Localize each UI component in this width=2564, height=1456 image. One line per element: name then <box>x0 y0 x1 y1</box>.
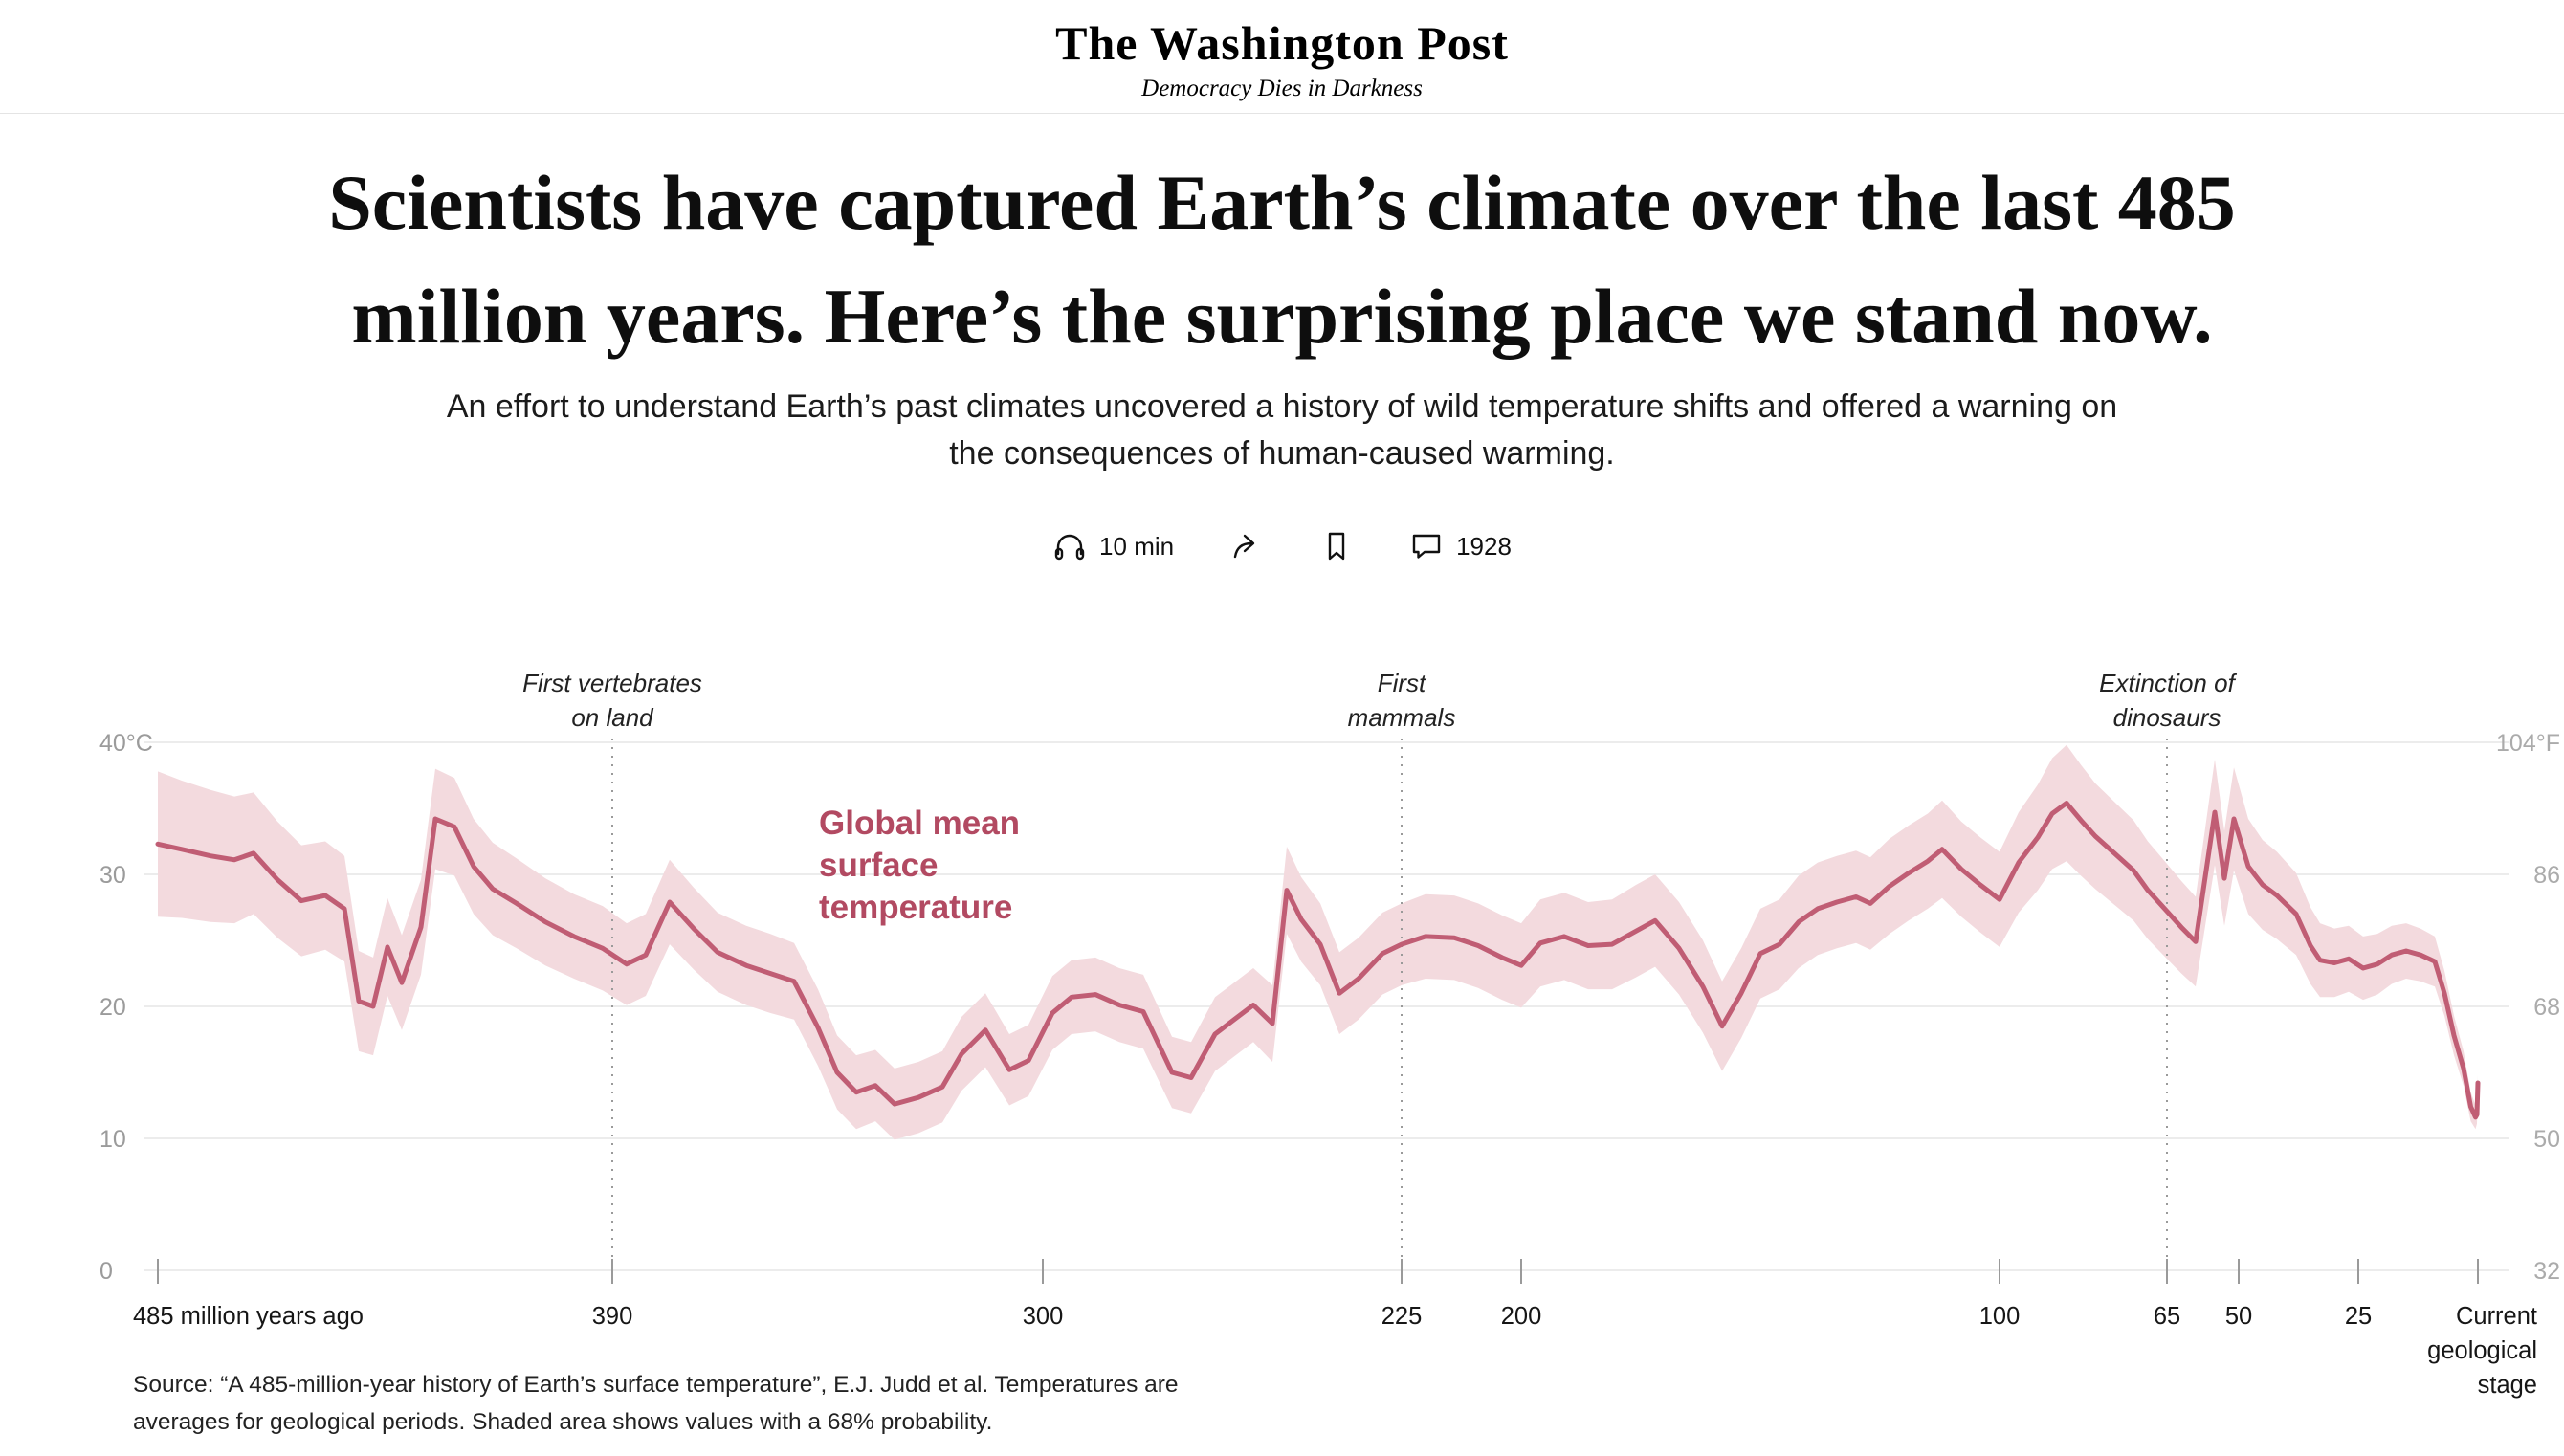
headline-line-1: Scientists have captured Earth’s climate… <box>328 159 2236 246</box>
washington-post-logo[interactable]: The Washington Post <box>1055 16 1509 70</box>
y-axis-label-left: 20 <box>99 994 126 1021</box>
y-axis-label-left: 10 <box>99 1126 126 1153</box>
x-axis-label: geological <box>2427 1337 2537 1364</box>
y-axis-label-right: 68 <box>2533 994 2560 1021</box>
source-note: Source: “A 485-million-year history of E… <box>133 1366 1179 1441</box>
x-axis-label: 25 <box>2345 1303 2372 1330</box>
listen-button[interactable]: 10 min <box>1052 529 1174 563</box>
listen-duration: 10 min <box>1099 531 1175 561</box>
annotation-label: Extinction of <box>2099 669 2237 697</box>
annotation-label: on land <box>571 703 654 732</box>
masthead: The Washington Post Democracy Dies in Da… <box>0 0 2564 114</box>
annotation-label: dinosaurs <box>2113 703 2221 732</box>
y-axis-label-right: 32 <box>2533 1258 2560 1285</box>
subhead-line-2: the consequences of human-caused warming… <box>949 435 1615 473</box>
x-axis-label: Current <box>2456 1303 2537 1330</box>
x-axis-label: 300 <box>1023 1303 1064 1330</box>
comments-count: 1928 <box>1456 531 1512 561</box>
article-meta-row: 10 min 1928 <box>0 529 2564 563</box>
series-label: Global mean <box>819 805 1020 842</box>
source-line-1: Source: “A 485-million-year history of E… <box>133 1372 1179 1398</box>
subhead: An effort to understand Earth’s past cli… <box>297 384 2267 478</box>
x-axis-label: 200 <box>1501 1303 1542 1330</box>
x-axis-label: 50 <box>2225 1303 2252 1330</box>
temperature-line <box>155 801 2481 1120</box>
x-axis-label: 100 <box>1979 1303 2021 1330</box>
headline: Scientists have captured Earth’s climate… <box>86 146 2478 374</box>
y-axis-label-left: 30 <box>99 862 126 889</box>
masthead-tagline: Democracy Dies in Darkness <box>1141 76 1423 101</box>
save-button[interactable] <box>1319 529 1354 563</box>
x-axis-label: 65 <box>2154 1303 2180 1330</box>
y-axis-label-right: 86 <box>2533 862 2560 889</box>
series-label: temperature <box>819 889 1012 926</box>
annotation-label: mammals <box>1348 703 1456 732</box>
x-axis-label: 485 million years ago <box>133 1303 364 1330</box>
x-axis-label: 225 <box>1381 1303 1423 1330</box>
x-axis-label: stage <box>2478 1372 2537 1399</box>
climate-chart-figure: 40°C 104°F 30 86 20 68 10 50 0 32 First vertebrate… <box>0 652 2564 1456</box>
subhead-line-1: An effort to understand Earth’s past cli… <box>446 387 2118 425</box>
annotation-label: First <box>1378 669 1427 697</box>
series-label: surface <box>819 847 939 884</box>
share-icon <box>1229 529 1264 563</box>
comments-button[interactable]: 1928 <box>1409 529 1512 563</box>
y-axis-label-right: 50 <box>2533 1126 2560 1153</box>
share-button[interactable] <box>1229 529 1264 563</box>
annotation-label: First vertebrates <box>522 669 702 697</box>
y-axis-label-right: 104°F <box>2496 730 2560 757</box>
bookmark-icon <box>1319 529 1354 563</box>
climate-chart: 40°C 104°F 30 86 20 68 10 50 0 32 First vertebrate… <box>99 669 2560 1399</box>
headphones-icon <box>1052 529 1087 563</box>
y-axis-label-left: 0 <box>99 1258 113 1285</box>
x-axis-label: 390 <box>592 1303 633 1330</box>
headline-line-2: million years. Here’s the surprising pla… <box>351 272 2213 360</box>
comment-icon <box>1409 529 1444 563</box>
source-line-2: averages for geological periods. Shaded … <box>133 1409 993 1436</box>
y-axis-label-left: 40°C <box>99 730 153 757</box>
